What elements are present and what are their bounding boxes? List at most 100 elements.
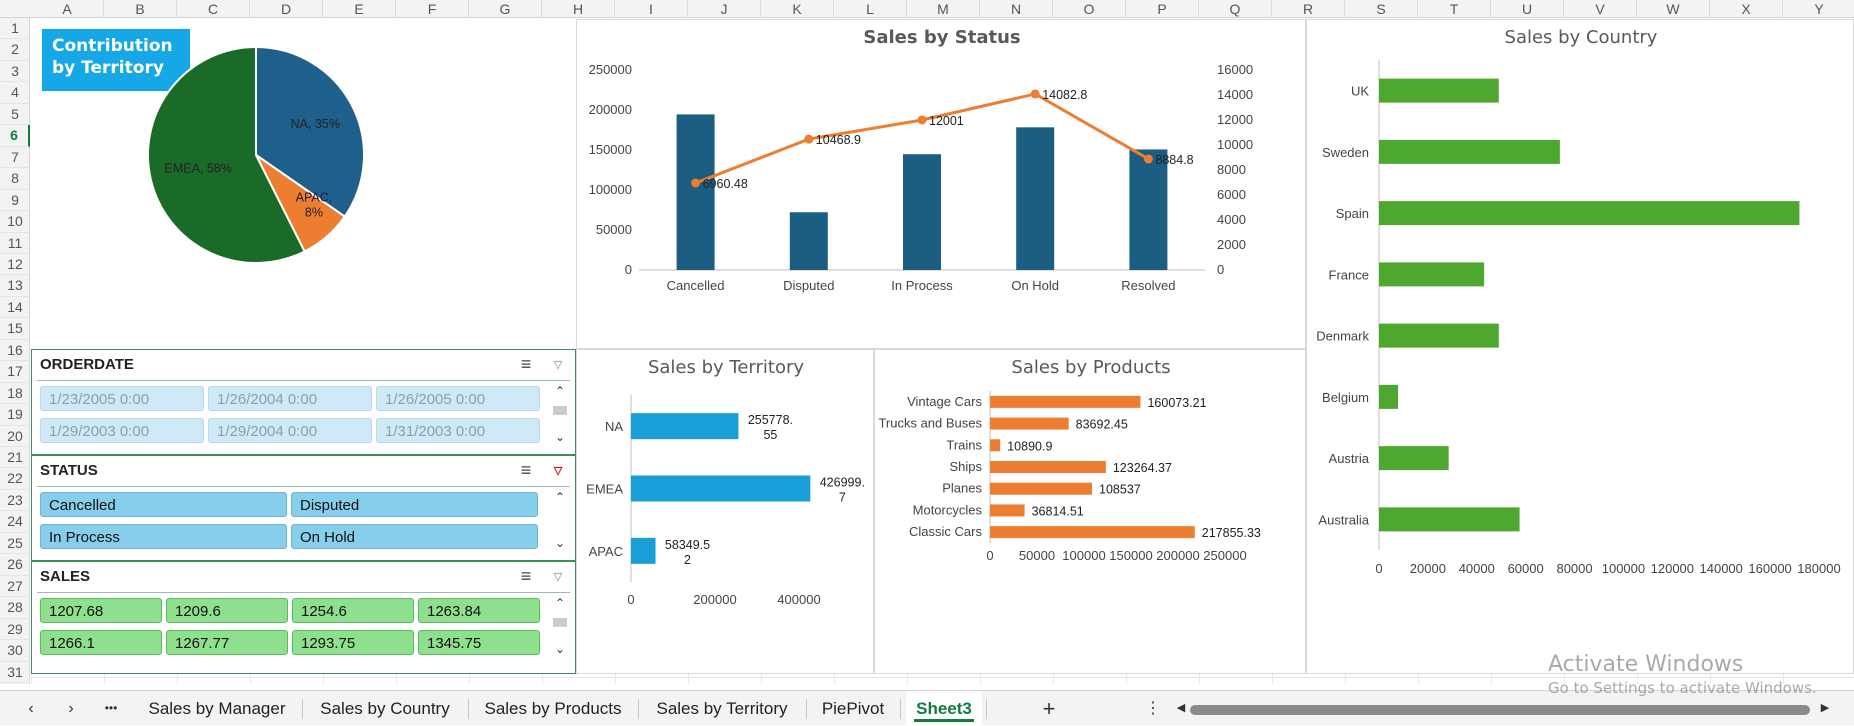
slicer-item[interactable]: Cancelled: [40, 492, 287, 517]
row-header-5[interactable]: 5: [0, 104, 30, 126]
clear-filter-icon[interactable]: ▿: [553, 460, 563, 480]
slicer-item[interactable]: On Hold: [291, 524, 538, 549]
slicer-item[interactable]: 1/26/2005 0:00: [376, 386, 540, 411]
column-header-g[interactable]: G: [469, 0, 542, 18]
tab-options-icon[interactable]: ⋮: [1145, 700, 1161, 717]
column-header-h[interactable]: H: [542, 0, 615, 18]
orderdate-slicer[interactable]: ORDERDATE ≡ ▿ 1/23/2005 0:00 1/26/2004 0…: [31, 349, 576, 455]
status-slicer[interactable]: STATUS ≡ ▿ Cancelled Disputed In Process…: [31, 455, 576, 561]
tab-sales-by-country[interactable]: Sales by Country: [320, 699, 450, 718]
row-header-8[interactable]: 8: [0, 168, 30, 190]
sales-slicer[interactable]: SALES ≡ ▿ 1207.68 1209.6 1254.6 1263.84 …: [31, 561, 576, 674]
column-header-d[interactable]: D: [250, 0, 323, 18]
more-sheets-icon[interactable]: •••: [104, 701, 118, 715]
tab-sales-by-products[interactable]: Sales by Products: [484, 699, 622, 718]
row-header-21[interactable]: 21: [0, 447, 30, 469]
row-header-13[interactable]: 13: [0, 275, 30, 297]
column-header-f[interactable]: F: [396, 0, 469, 18]
row-header-28[interactable]: 28: [0, 597, 30, 619]
column-header-k[interactable]: K: [761, 0, 834, 18]
sales-by-status-chart[interactable]: Sales by Status 0 50000 100000 150000 200000 2…: [576, 19, 1306, 349]
tab-sales-by-manager[interactable]: Sales by Manager: [148, 699, 286, 718]
row-header-19[interactable]: 19: [0, 404, 30, 426]
column-header-l[interactable]: L: [834, 0, 907, 18]
row-header-26[interactable]: 26: [0, 554, 30, 576]
slicer-scroll-down-icon[interactable]: ⌄: [554, 536, 566, 550]
multi-select-icon[interactable]: ≡: [520, 460, 532, 480]
column-header-o[interactable]: O: [1053, 0, 1126, 18]
row-header-1[interactable]: 1: [0, 18, 30, 40]
tab-sheet3[interactable]: Sheet3: [906, 691, 982, 726]
tab-sales-by-territory[interactable]: Sales by Territory: [656, 699, 788, 718]
slicer-scroll-down-icon[interactable]: ⌄: [554, 642, 566, 656]
slicer-item[interactable]: 1/31/2003 0:00: [376, 418, 540, 443]
row-header-7[interactable]: 7: [0, 147, 30, 169]
row-header-17[interactable]: 17: [0, 361, 30, 383]
column-header-v[interactable]: V: [1564, 0, 1637, 18]
column-header-u[interactable]: U: [1491, 0, 1564, 18]
slicer-item[interactable]: 1209.6: [166, 598, 288, 623]
slicer-item[interactable]: 1/23/2005 0:00: [40, 386, 204, 411]
row-header-18[interactable]: 18: [0, 383, 30, 405]
row-header-20[interactable]: 20: [0, 426, 30, 448]
column-header-t[interactable]: T: [1418, 0, 1491, 18]
row-header-30[interactable]: 30: [0, 640, 30, 662]
slicer-scroll-up-icon[interactable]: ⌃: [554, 384, 566, 398]
column-header-j[interactable]: J: [688, 0, 761, 18]
row-header-31[interactable]: 31: [0, 662, 30, 683]
column-header-i[interactable]: I: [615, 0, 688, 18]
column-header-q[interactable]: Q: [1199, 0, 1272, 18]
slicer-item[interactable]: 1/29/2004 0:00: [208, 418, 372, 443]
slicer-item[interactable]: 1267.77: [166, 630, 288, 655]
column-header-e[interactable]: E: [323, 0, 396, 18]
row-header-10[interactable]: 10: [0, 211, 30, 233]
scroll-right-icon[interactable]: ▶: [1820, 702, 1830, 714]
row-header-4[interactable]: 4: [0, 82, 30, 104]
slicer-scroll-up-icon[interactable]: ⌃: [554, 596, 566, 610]
multi-select-icon[interactable]: ≡: [520, 354, 532, 374]
horizontal-scrollbar[interactable]: [1190, 705, 1810, 715]
multi-select-icon[interactable]: ≡: [520, 566, 532, 586]
row-header-29[interactable]: 29: [0, 619, 30, 641]
sales-by-country-chart[interactable]: Sales by Country UK Sweden Spain France Denma…: [1306, 19, 1854, 674]
add-sheet-icon[interactable]: +: [1042, 696, 1056, 721]
column-header-c[interactable]: C: [177, 0, 250, 18]
column-header-a[interactable]: A: [31, 0, 104, 18]
slicer-item[interactable]: 1/26/2004 0:00: [208, 386, 372, 411]
scroll-left-icon[interactable]: ◀: [1176, 702, 1186, 714]
prev-sheet-icon[interactable]: ‹: [28, 700, 34, 717]
row-header-12[interactable]: 12: [0, 254, 30, 276]
row-header-14[interactable]: 14: [0, 297, 30, 319]
sales-by-products-chart[interactable]: Sales by Products Vintage Cars 160073.21 Tr…: [874, 349, 1306, 674]
row-header-22[interactable]: 22: [0, 468, 30, 490]
row-header-23[interactable]: 23: [0, 490, 30, 512]
column-header-r[interactable]: R: [1272, 0, 1345, 18]
row-header-9[interactable]: 9: [0, 190, 30, 212]
row-header-15[interactable]: 15: [0, 318, 30, 340]
contribution-pie-chart[interactable]: Contribution by Territory NA, 35% APAC, 8%…: [31, 19, 576, 349]
row-header-3[interactable]: 3: [0, 61, 30, 83]
slicer-item[interactable]: 1263.84: [418, 598, 540, 623]
column-header-p[interactable]: P: [1126, 0, 1199, 18]
column-header-m[interactable]: M: [907, 0, 980, 18]
row-header-27[interactable]: 27: [0, 576, 30, 598]
column-header-w[interactable]: W: [1637, 0, 1710, 18]
sales-by-territory-chart[interactable]: Sales by Territory NA 255778. 55 EMEA 426999.…: [576, 349, 874, 674]
slicer-scroll-up-icon[interactable]: ⌃: [554, 490, 566, 504]
slicer-item[interactable]: 1254.6: [292, 598, 414, 623]
tab-piepivot[interactable]: PiePivot: [821, 699, 885, 718]
slicer-scroll-thumb[interactable]: [553, 618, 567, 627]
row-header-24[interactable]: 24: [0, 511, 30, 533]
next-sheet-icon[interactable]: ›: [68, 700, 74, 717]
slicer-item[interactable]: 1266.1: [40, 630, 162, 655]
slicer-item[interactable]: In Process: [40, 524, 287, 549]
slicer-scroll-thumb[interactable]: [553, 406, 567, 415]
column-header-s[interactable]: S: [1345, 0, 1418, 18]
slicer-item[interactable]: Disputed: [291, 492, 538, 517]
slicer-scroll-down-icon[interactable]: ⌄: [554, 430, 566, 444]
column-header-b[interactable]: B: [104, 0, 177, 18]
slicer-item[interactable]: 1345.75: [418, 630, 540, 655]
row-header-25[interactable]: 25: [0, 533, 30, 555]
clear-filter-icon[interactable]: ▿: [553, 566, 563, 586]
column-header-x[interactable]: X: [1710, 0, 1783, 18]
